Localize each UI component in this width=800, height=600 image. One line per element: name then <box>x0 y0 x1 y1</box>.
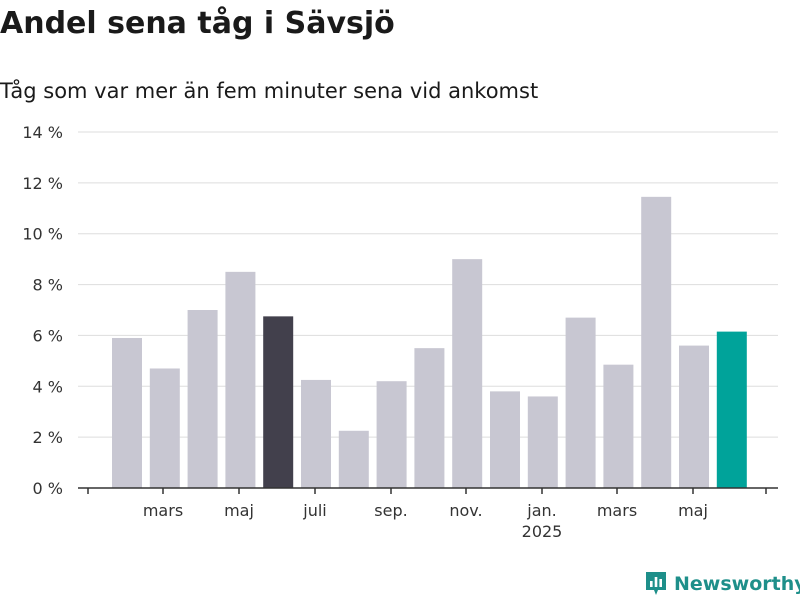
bar <box>641 196 672 489</box>
bar <box>263 316 294 488</box>
x-tick-label: mars <box>143 501 183 520</box>
x-tick-label: maj <box>678 501 708 520</box>
chart-subtitle: Tåg som var mer än fem minuter sena vid … <box>0 79 539 103</box>
bar <box>338 430 369 488</box>
bar <box>414 348 445 488</box>
x-year-label: 2025 <box>522 522 563 541</box>
y-tick-label: 4 % <box>33 377 63 396</box>
bar <box>112 337 142 488</box>
bar <box>187 310 218 488</box>
y-tick-label: 2 % <box>33 428 63 447</box>
bar <box>225 271 256 488</box>
x-tick-label: mars <box>597 501 637 520</box>
bar <box>679 345 709 488</box>
chart-title: Andel sena tåg i Sävsjö <box>0 6 395 41</box>
x-tick-label: jan. <box>526 501 556 520</box>
bar <box>527 396 558 488</box>
brand-name: Newsworthy <box>674 573 800 595</box>
y-tick-label: 14 % <box>22 123 63 142</box>
y-tick-label: 8 % <box>33 276 63 295</box>
x-tick-label: juli <box>302 501 326 520</box>
newsworthy-logo-icon <box>646 572 666 595</box>
brand-logo: Newsworthy <box>644 569 800 599</box>
x-tick-label: maj <box>224 501 254 520</box>
bar <box>490 391 520 488</box>
y-tick-label: 6 % <box>33 326 63 345</box>
bar <box>565 317 596 488</box>
x-tick-label: nov. <box>449 501 482 520</box>
x-tick-label: sep. <box>374 501 407 520</box>
bar <box>716 331 747 488</box>
bar <box>301 379 331 488</box>
y-tick-label: 10 % <box>22 225 63 244</box>
bar <box>603 364 634 488</box>
y-tick-label: 12 % <box>22 174 63 193</box>
bar <box>376 381 407 488</box>
bar <box>149 368 180 488</box>
y-tick-label: 0 % <box>33 479 63 498</box>
bar <box>452 259 483 488</box>
